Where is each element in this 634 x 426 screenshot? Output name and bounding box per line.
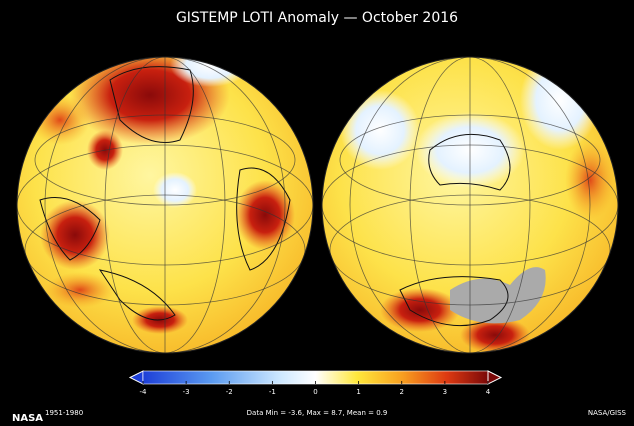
colorbar-tick-label: 2 xyxy=(400,388,404,396)
colorbar-ticks: -4 -3 -2 -1 0 1 2 3 4 xyxy=(140,381,491,396)
globe-north xyxy=(17,57,313,353)
colorbar-tick-label: -3 xyxy=(183,388,190,396)
colorbar-tick-label: 0 xyxy=(313,388,317,396)
title: GISTEMP LOTI Anomaly — October 2016 xyxy=(176,10,458,26)
colorbar-tick-label: 4 xyxy=(486,388,491,396)
stats: Data Min = -3.6, Max = 8.7, Mean = 0.9 xyxy=(247,409,388,417)
globe-outline xyxy=(16,56,314,354)
base-period: 1951-1980 xyxy=(45,409,83,417)
colorbar-high-arrow xyxy=(487,370,503,385)
globe-south xyxy=(322,57,618,353)
colorbar-tick-label: -1 xyxy=(269,388,276,396)
globe-outline xyxy=(321,56,619,354)
colorbar-tick-label: 1 xyxy=(356,388,360,396)
colorbar-low-arrow xyxy=(128,370,144,385)
logo: NASA xyxy=(12,413,43,424)
credit: NASA/GISS xyxy=(588,409,627,417)
colorbar-tick-label: -2 xyxy=(226,388,233,396)
colorbar-tick-label: 3 xyxy=(443,388,447,396)
colorbar-tick-label: -4 xyxy=(140,388,148,396)
